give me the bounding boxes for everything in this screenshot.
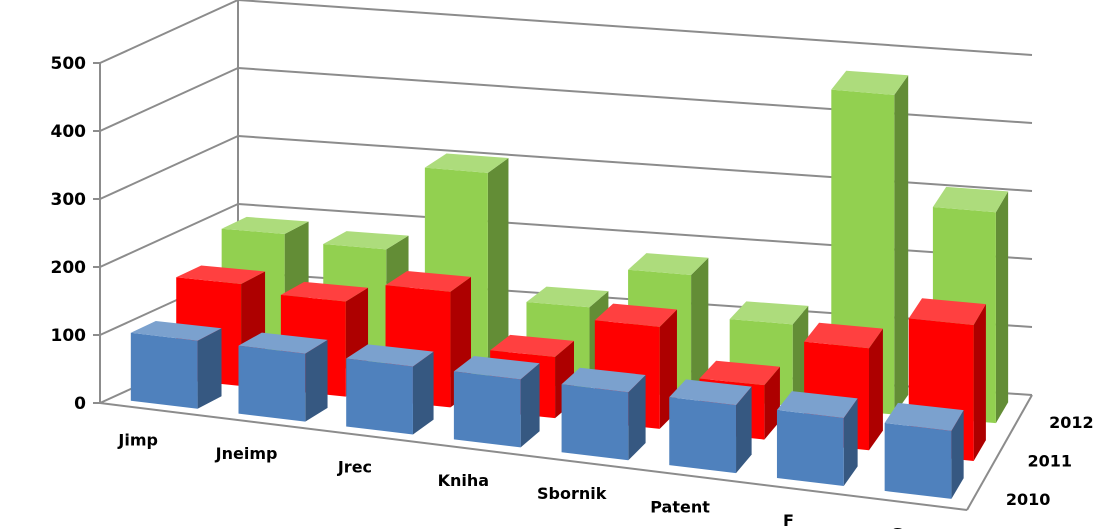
bar-top xyxy=(669,379,752,406)
bar-side xyxy=(951,410,964,499)
bar-front xyxy=(776,410,844,487)
y-tick-label: 100 xyxy=(51,326,87,346)
y-tick-label: 200 xyxy=(51,258,87,278)
category-label: F xyxy=(783,511,794,529)
y-tick-label: 300 xyxy=(51,190,87,210)
gridline-side xyxy=(99,67,239,132)
bar-top xyxy=(346,344,434,367)
bar-front xyxy=(669,397,737,474)
bar-side xyxy=(412,351,434,435)
bar-top xyxy=(453,356,540,380)
bar-top xyxy=(280,281,369,302)
category-label: Kniha xyxy=(438,471,489,490)
bar-side xyxy=(973,304,986,462)
bar-side xyxy=(869,328,883,451)
bar-2010-G xyxy=(884,402,964,499)
bar-2012-Jrec xyxy=(424,153,509,381)
bar-front xyxy=(346,358,413,435)
gridline-back xyxy=(237,135,1033,192)
category-label: Jrec xyxy=(337,457,372,476)
bar-2010-Jimp xyxy=(130,320,222,409)
bar-top xyxy=(424,153,509,173)
bar-top xyxy=(831,70,909,95)
bar-top xyxy=(932,186,1009,213)
bar-front xyxy=(453,371,521,448)
bar-side xyxy=(305,339,328,422)
bar-top xyxy=(526,286,609,308)
bar-top xyxy=(561,367,646,393)
bar-side xyxy=(894,75,909,415)
bar-2010-F xyxy=(776,391,858,487)
category-label: G xyxy=(890,524,903,529)
y-tick-label: 500 xyxy=(51,54,87,74)
bar-side xyxy=(691,257,709,398)
bar-side xyxy=(487,158,509,381)
category-axis-line xyxy=(99,402,968,511)
gridline-side xyxy=(99,0,239,64)
category-label: Jimp xyxy=(117,431,158,450)
bar-2010-Jneimp xyxy=(238,332,328,422)
bar-side xyxy=(764,366,780,440)
bar-top xyxy=(776,391,858,419)
depth-axis-line xyxy=(966,394,1033,511)
bar-top xyxy=(130,320,222,341)
bar-2010-Jrec xyxy=(346,344,434,435)
series-label: 2011 xyxy=(1028,452,1073,471)
bar-side xyxy=(197,328,222,409)
bar-top xyxy=(221,216,309,235)
bar-side xyxy=(628,374,646,461)
bar-top xyxy=(490,334,574,357)
bar-top xyxy=(176,265,266,284)
gridline-back xyxy=(237,0,1033,56)
bar-top xyxy=(729,301,809,325)
bar-2010-Kniha xyxy=(453,356,540,448)
bar-top xyxy=(884,402,964,431)
bar-2010-Sbornik xyxy=(561,367,646,461)
bar-top xyxy=(385,270,472,292)
bar-side xyxy=(995,191,1009,424)
bar-front xyxy=(130,332,198,409)
bar-front xyxy=(561,384,629,461)
bar-front xyxy=(238,345,306,422)
series-label: 2012 xyxy=(1049,413,1093,432)
bar-2010-Patent xyxy=(669,379,752,474)
bar-side xyxy=(843,398,858,487)
bar-top xyxy=(699,360,780,386)
category-label: Sbornik xyxy=(537,484,607,503)
bar-front xyxy=(884,422,952,499)
series-label: 2010 xyxy=(1006,490,1051,509)
bar-top xyxy=(804,322,883,349)
y-tick-label: 400 xyxy=(51,122,87,142)
bar-top xyxy=(238,332,328,354)
bar-top xyxy=(594,303,677,327)
y-tick-label: 0 xyxy=(74,394,86,414)
bar-top xyxy=(323,231,409,250)
gridline-side xyxy=(99,203,239,268)
gridline-side xyxy=(99,135,239,200)
category-label: Jneimp xyxy=(215,444,278,463)
bar-top xyxy=(628,253,709,276)
bar-side xyxy=(736,386,752,474)
bar-side xyxy=(520,363,540,448)
gridline-back xyxy=(237,67,1033,124)
bar-top xyxy=(908,298,986,326)
category-label: Patent xyxy=(650,498,710,517)
